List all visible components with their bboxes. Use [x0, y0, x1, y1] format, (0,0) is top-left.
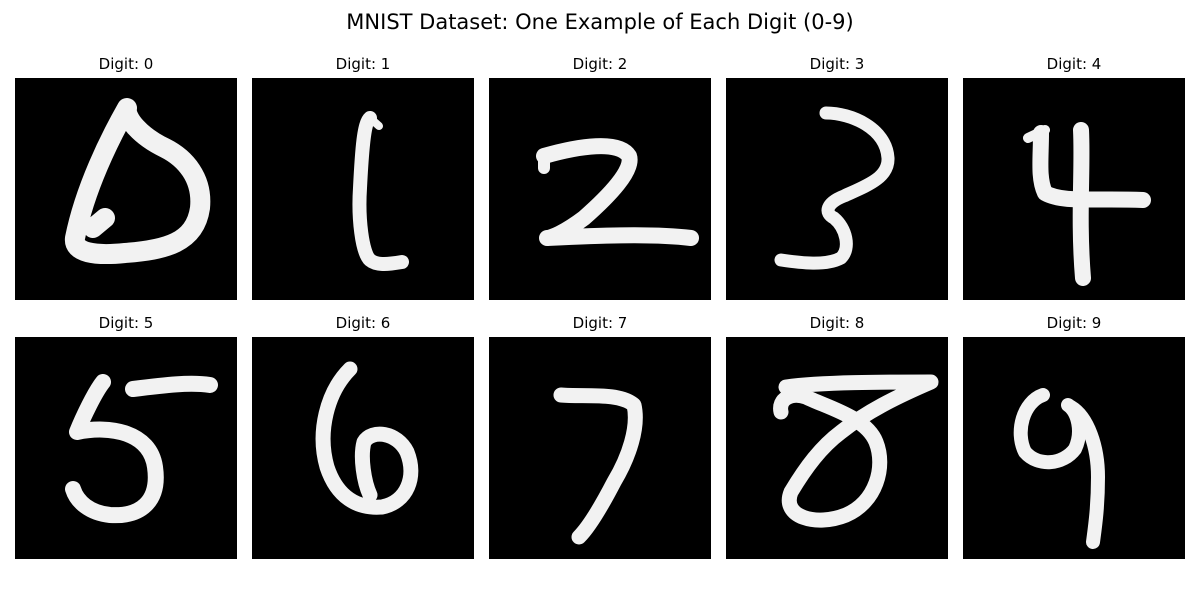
digit-0-drawing: [65, 98, 211, 265]
panel-title-3: Digit: 3: [809, 55, 865, 73]
digit-image-0: [15, 78, 237, 300]
digit-5-drawing: [65, 374, 218, 524]
digit-3-drawing: [774, 106, 895, 270]
digit-image-9: [963, 337, 1185, 559]
digit-panel-4: Digit: 4: [963, 54, 1185, 300]
panel-title-1: Digit: 1: [335, 55, 391, 73]
digit-panel-2: Digit: 2: [489, 54, 711, 300]
digit-panel-9: Digit: 9: [963, 313, 1185, 559]
digit-image-7: [489, 337, 711, 559]
digit-panel-0: Digit: 0: [15, 54, 237, 300]
digit-panel-8: Digit: 8: [726, 313, 948, 559]
digit-image-6: [252, 337, 474, 559]
panel-title-2: Digit: 2: [572, 55, 628, 73]
figure-title: MNIST Dataset: One Example of Each Digit…: [346, 10, 854, 34]
digit-2-drawing: [536, 138, 699, 246]
digit-9-drawing: [1013, 388, 1105, 549]
panel-title-5: Digit: 5: [98, 314, 154, 332]
panel-title-8: Digit: 8: [809, 314, 865, 332]
digit-image-5: [15, 337, 237, 559]
digit-image-4: [963, 78, 1185, 300]
digit-1-drawing: [352, 111, 409, 271]
digit-8-drawing: [773, 374, 939, 528]
panel-title-6: Digit: 6: [335, 314, 391, 332]
panel-title-4: Digit: 4: [1046, 55, 1102, 73]
digit-panel-6: Digit: 6: [252, 313, 474, 559]
digit-7-drawing: [553, 387, 643, 545]
digit-image-8: [726, 337, 948, 559]
digit-panel-7: Digit: 7: [489, 313, 711, 559]
panel-title-7: Digit: 7: [572, 314, 628, 332]
digit-panel-3: Digit: 3: [726, 54, 948, 300]
digit-panel-1: Digit: 1: [252, 54, 474, 300]
panel-title-9: Digit: 9: [1046, 314, 1102, 332]
panel-title-0: Digit: 0: [98, 55, 154, 73]
digit-image-3: [726, 78, 948, 300]
digit-image-1: [252, 78, 474, 300]
digit-panel-5: Digit: 5: [15, 313, 237, 559]
digit-4-drawing: [1023, 122, 1151, 286]
digit-image-2: [489, 78, 711, 300]
digit-6-drawing: [315, 361, 419, 515]
